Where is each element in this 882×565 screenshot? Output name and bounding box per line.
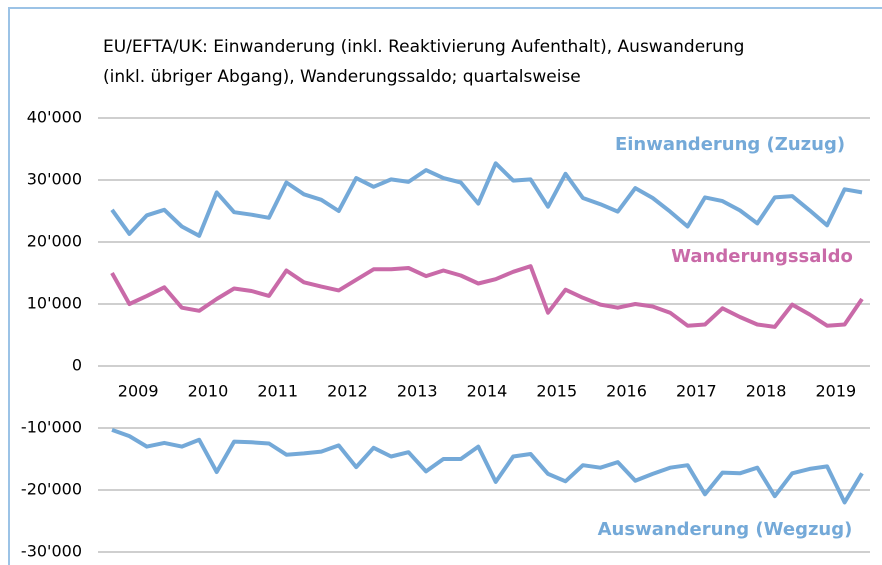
- y-tick-label: 10'000: [27, 294, 82, 313]
- x-tick-label: 2017: [676, 382, 717, 401]
- y-tick-label: -10'000: [21, 418, 82, 437]
- x-tick-label: 2009: [118, 382, 159, 401]
- y-tick-label: 30'000: [27, 170, 82, 189]
- series-label: Wanderungssaldo: [671, 246, 853, 267]
- x-tick-label: 2018: [746, 382, 787, 401]
- y-tick-label: 40'000: [27, 108, 82, 127]
- series-line: [110, 161, 863, 238]
- x-tick-label: 2010: [188, 382, 229, 401]
- y-tick-label: 0: [72, 356, 82, 375]
- x-tick-label: 2012: [327, 382, 368, 401]
- series-label: Auswanderung (Wegzug): [598, 519, 853, 540]
- x-tick-label: 2013: [397, 382, 438, 401]
- chart-title: (inkl. übriger Abgang), Wanderungssaldo;…: [103, 67, 581, 87]
- y-tick-label: 20'000: [27, 232, 82, 251]
- y-tick-label: -20'000: [21, 480, 82, 499]
- x-tick-label: 2011: [257, 382, 298, 401]
- frame: [8, 7, 882, 565]
- x-tick-label: 2015: [536, 382, 577, 401]
- x-tick-label: 2019: [815, 382, 856, 401]
- chart-title: EU/EFTA/UK: Einwanderung (inkl. Reaktivi…: [103, 37, 744, 57]
- series-label: Einwanderung (Zuzug): [615, 134, 845, 155]
- series-line: [110, 264, 864, 329]
- series-line: [111, 428, 864, 505]
- y-tick-label: -30'000: [21, 542, 82, 561]
- x-tick-label: 2014: [467, 382, 508, 401]
- x-tick-label: 2016: [606, 382, 647, 401]
